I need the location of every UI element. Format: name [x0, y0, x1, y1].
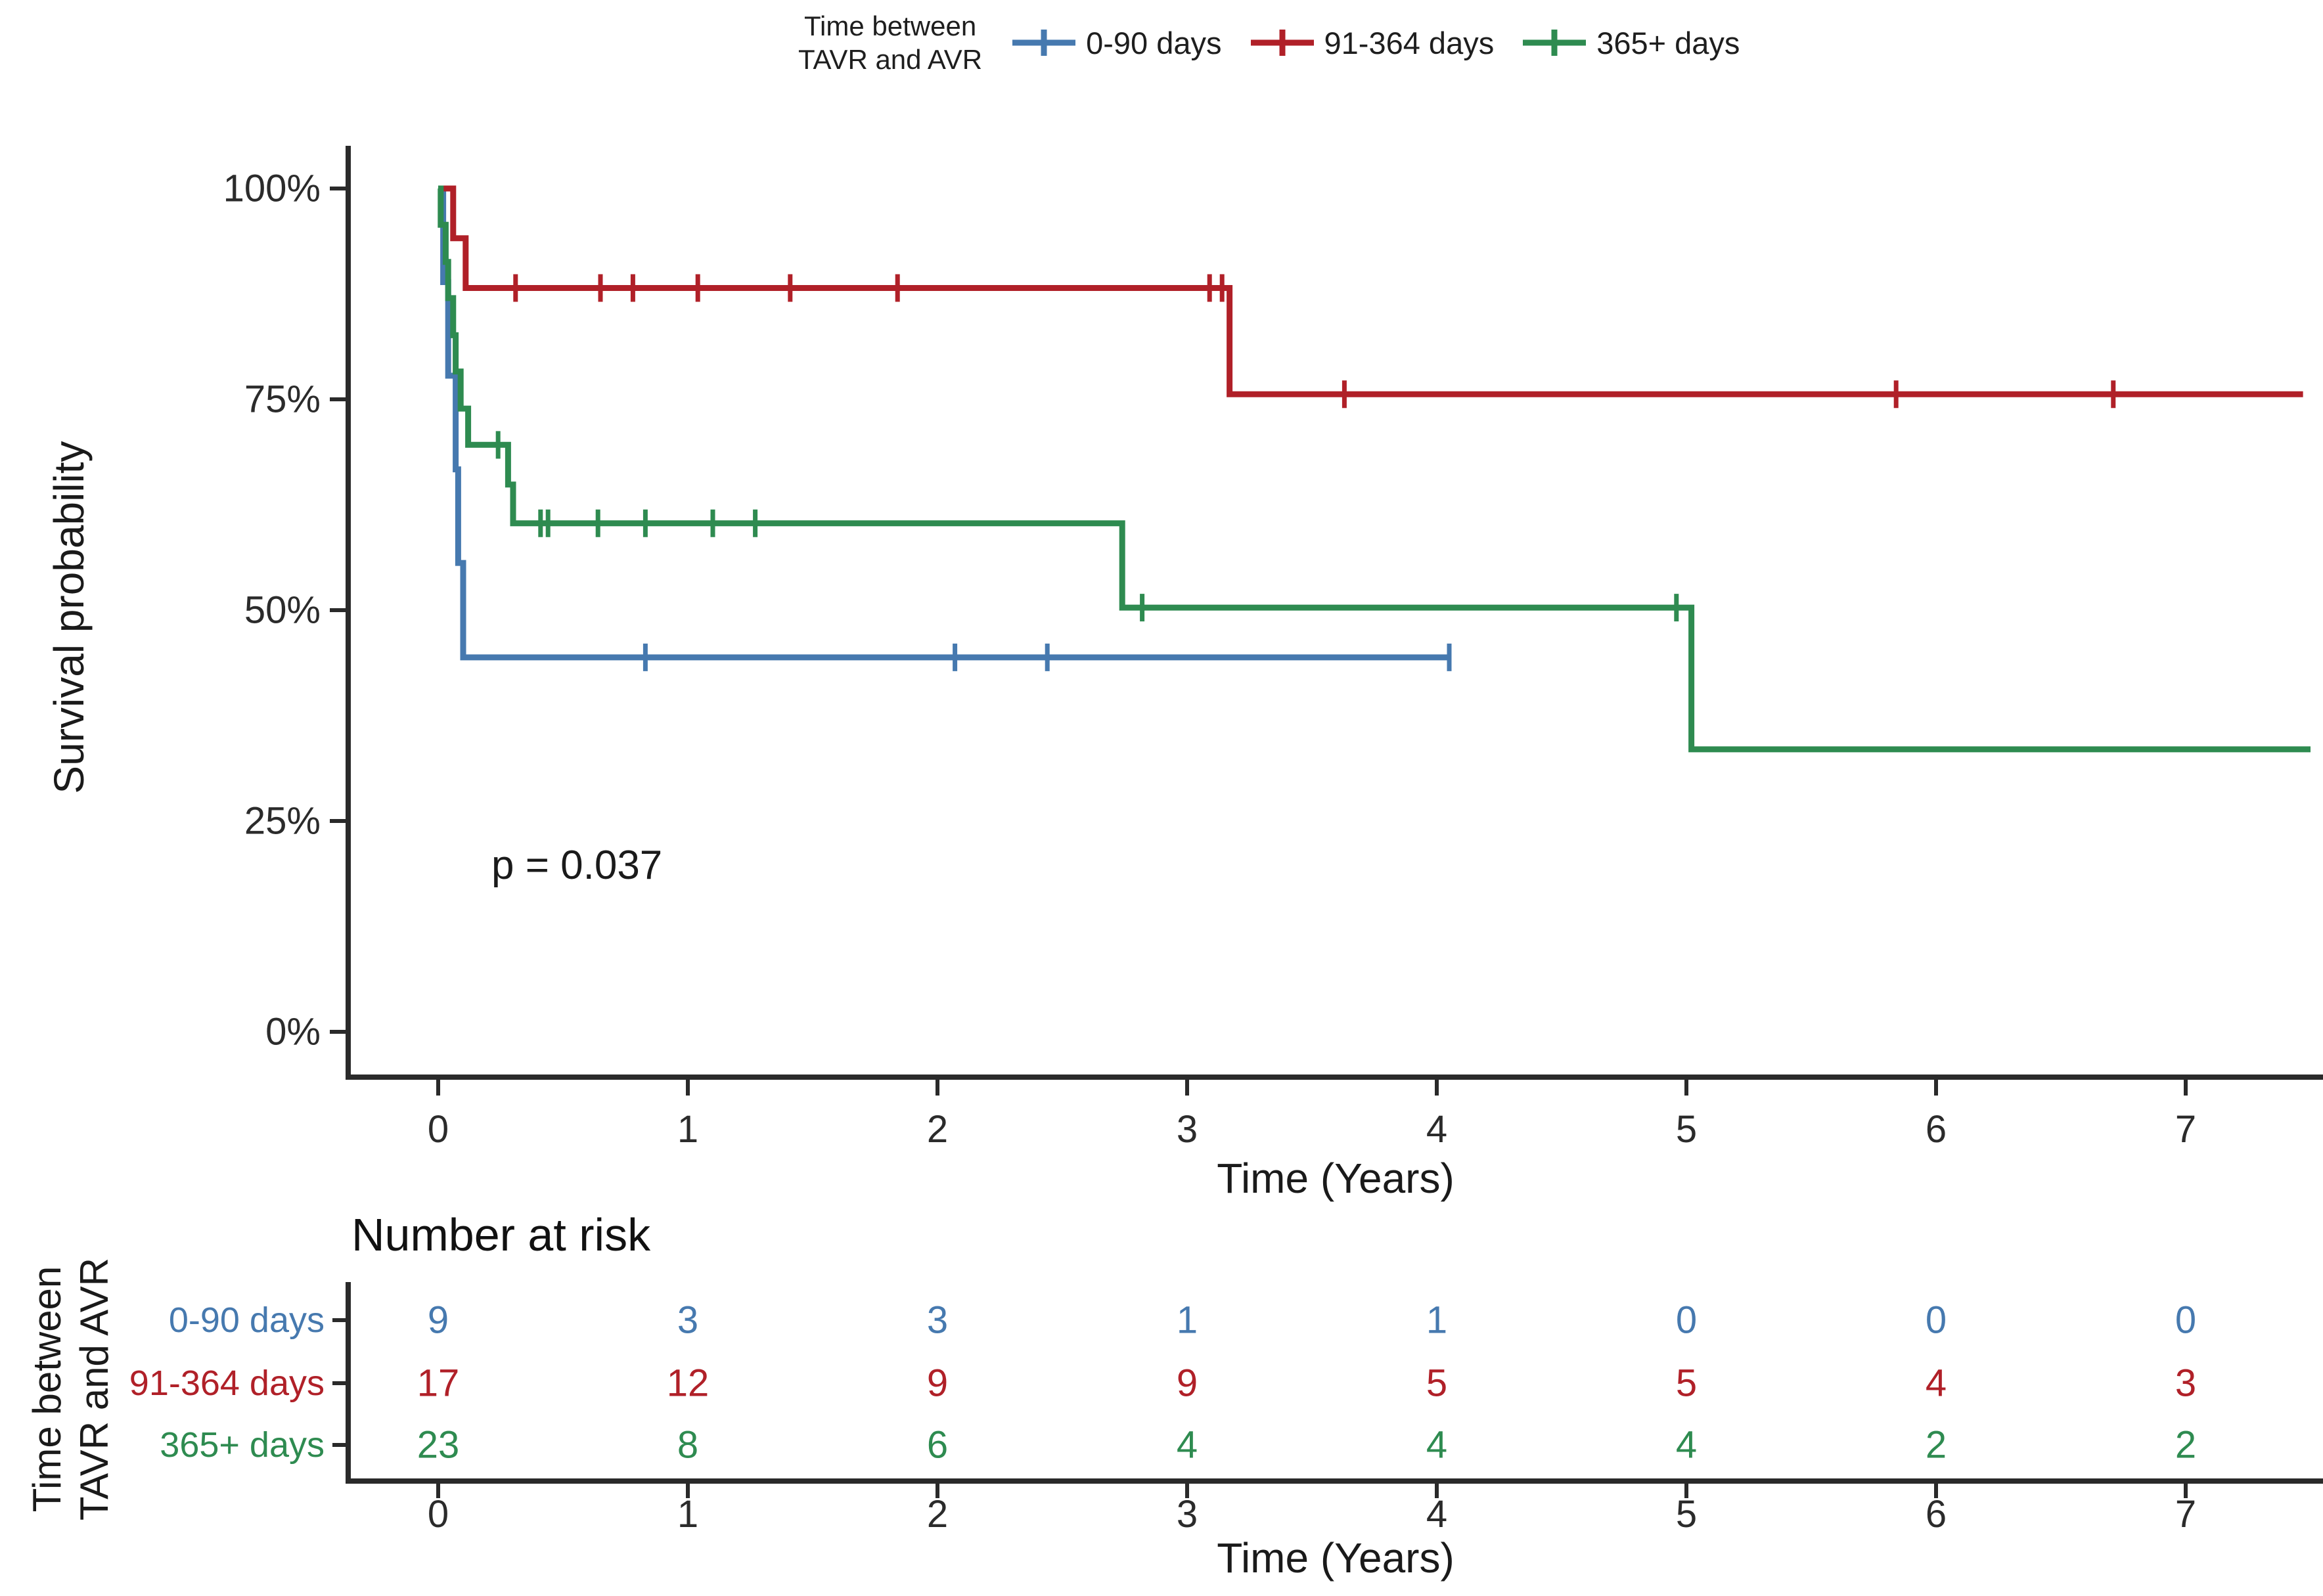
- legend-items: 0-90 days 91-364 days 365+ days: [1012, 25, 1740, 61]
- legend-key-vline: [1279, 30, 1286, 56]
- risk-row-label-91-364 days: 91-364 days: [129, 1363, 325, 1403]
- risk-axis-title-line-1: Time between: [25, 1266, 69, 1513]
- risk-count-91-364 days-year-1: 12: [666, 1362, 710, 1405]
- x-tick-label-0: 0: [427, 1108, 449, 1151]
- risk-count-0-90 days-year-3: 1: [1176, 1298, 1198, 1342]
- y-tick-label-100%: 100%: [223, 167, 321, 210]
- risk-count-365+ days-year-4: 4: [1426, 1423, 1448, 1467]
- legend-item-label: 91-364 days: [1324, 25, 1495, 60]
- risk-x-tick-label-1: 1: [677, 1493, 699, 1536]
- risk-table-title: Number at risk: [351, 1209, 651, 1260]
- legend-item-label: 0-90 days: [1086, 25, 1222, 60]
- y-tick-label-25%: 25%: [244, 799, 321, 843]
- legend-key-vline: [1551, 30, 1558, 56]
- x-tick-label-1: 1: [677, 1108, 699, 1151]
- legend-item-91-364 days: 91-364 days: [1250, 25, 1495, 61]
- risk-x-tick-label-6: 6: [1925, 1493, 1947, 1536]
- risk-x-tick-label-0: 0: [427, 1493, 449, 1536]
- x-tick-label-2: 2: [926, 1108, 949, 1151]
- legend-key-vline: [1041, 30, 1047, 56]
- risk-x-tick-label-7: 7: [2175, 1493, 2197, 1536]
- x-tick-label-6: 6: [1925, 1108, 1947, 1151]
- legend-item-label: 365+ days: [1596, 25, 1740, 60]
- risk-count-91-364 days-year-4: 5: [1426, 1362, 1448, 1405]
- risk-count-91-364 days-year-7: 3: [2175, 1362, 2197, 1405]
- legend-key-icon-91-364 days: [1250, 26, 1314, 59]
- risk-count-0-90 days-year-1: 3: [677, 1298, 699, 1342]
- x-tick-label-7: 7: [2175, 1108, 2197, 1151]
- x-axis-title: Time (Years): [1217, 1155, 1455, 1202]
- legend: Time between TAVR and AVR 0-90 days 91-364…: [798, 9, 1740, 76]
- risk-count-91-364 days-year-3: 9: [1176, 1362, 1198, 1405]
- risk-count-0-90 days-year-7: 0: [2175, 1298, 2197, 1342]
- risk-table-axis-title: Time between TAVR and AVR: [24, 1258, 118, 1520]
- p-value-annotation: p = 0.037: [491, 843, 663, 888]
- risk-axis-title-line-2: TAVR and AVR: [72, 1257, 116, 1521]
- risk-row-label-0-90 days: 0-90 days: [168, 1300, 325, 1340]
- legend-title-line-1: Time between: [803, 11, 977, 41]
- risk-count-365+ days-year-3: 4: [1176, 1423, 1198, 1467]
- risk-count-91-364 days-year-5: 5: [1675, 1362, 1698, 1405]
- risk-count-0-90 days-year-2: 3: [926, 1298, 949, 1342]
- risk-count-365+ days-year-7: 2: [2175, 1423, 2197, 1467]
- survival-curve-365+ days: [438, 185, 2311, 753]
- risk-count-365+ days-year-2: 6: [926, 1423, 949, 1467]
- y-tick-label-0%: 0%: [265, 1010, 321, 1053]
- legend-title-line-2: TAVR and AVR: [798, 44, 983, 76]
- risk-count-91-364 days-year-0: 17: [417, 1362, 460, 1405]
- survival-curve-91-364 days: [438, 185, 2303, 397]
- x-tick-label-5: 5: [1675, 1108, 1698, 1151]
- risk-count-365+ days-year-5: 4: [1675, 1423, 1698, 1467]
- legend-key-icon-0-90 days: [1012, 26, 1076, 59]
- y-axis-title: Survival probability: [45, 441, 93, 794]
- legend-item-0-90 days: 0-90 days: [1012, 25, 1222, 61]
- legend-title: Time between TAVR and AVR: [798, 9, 982, 76]
- risk-x-tick-label-5: 5: [1675, 1493, 1698, 1536]
- risk-count-91-364 days-year-2: 9: [926, 1362, 949, 1405]
- risk-count-0-90 days-year-6: 0: [1925, 1298, 1947, 1342]
- risk-count-0-90 days-year-4: 1: [1426, 1298, 1448, 1342]
- x-tick-label-4: 4: [1426, 1108, 1448, 1151]
- risk-count-0-90 days-year-5: 0: [1675, 1298, 1698, 1342]
- risk-x-tick-label-2: 2: [926, 1493, 949, 1536]
- risk-count-91-364 days-year-6: 4: [1925, 1362, 1947, 1405]
- legend-key-icon-365+ days: [1523, 26, 1587, 59]
- risk-count-0-90 days-year-0: 9: [427, 1298, 449, 1342]
- risk-row-label-365+ days: 365+ days: [160, 1425, 325, 1465]
- risk-count-365+ days-year-0: 23: [417, 1423, 460, 1467]
- y-tick-label-75%: 75%: [244, 378, 321, 421]
- legend-item-365+ days: 365+ days: [1523, 25, 1740, 61]
- y-tick-label-50%: 50%: [244, 588, 321, 632]
- risk-x-tick-label-3: 3: [1176, 1493, 1198, 1536]
- survival-curve-0-90 days: [438, 185, 1449, 661]
- risk-x-axis-title: Time (Years): [1217, 1534, 1455, 1582]
- x-tick-label-3: 3: [1176, 1108, 1198, 1151]
- risk-x-tick-label-4: 4: [1426, 1493, 1448, 1536]
- risk-count-365+ days-year-6: 2: [1925, 1423, 1947, 1467]
- risk-count-365+ days-year-1: 8: [677, 1423, 699, 1467]
